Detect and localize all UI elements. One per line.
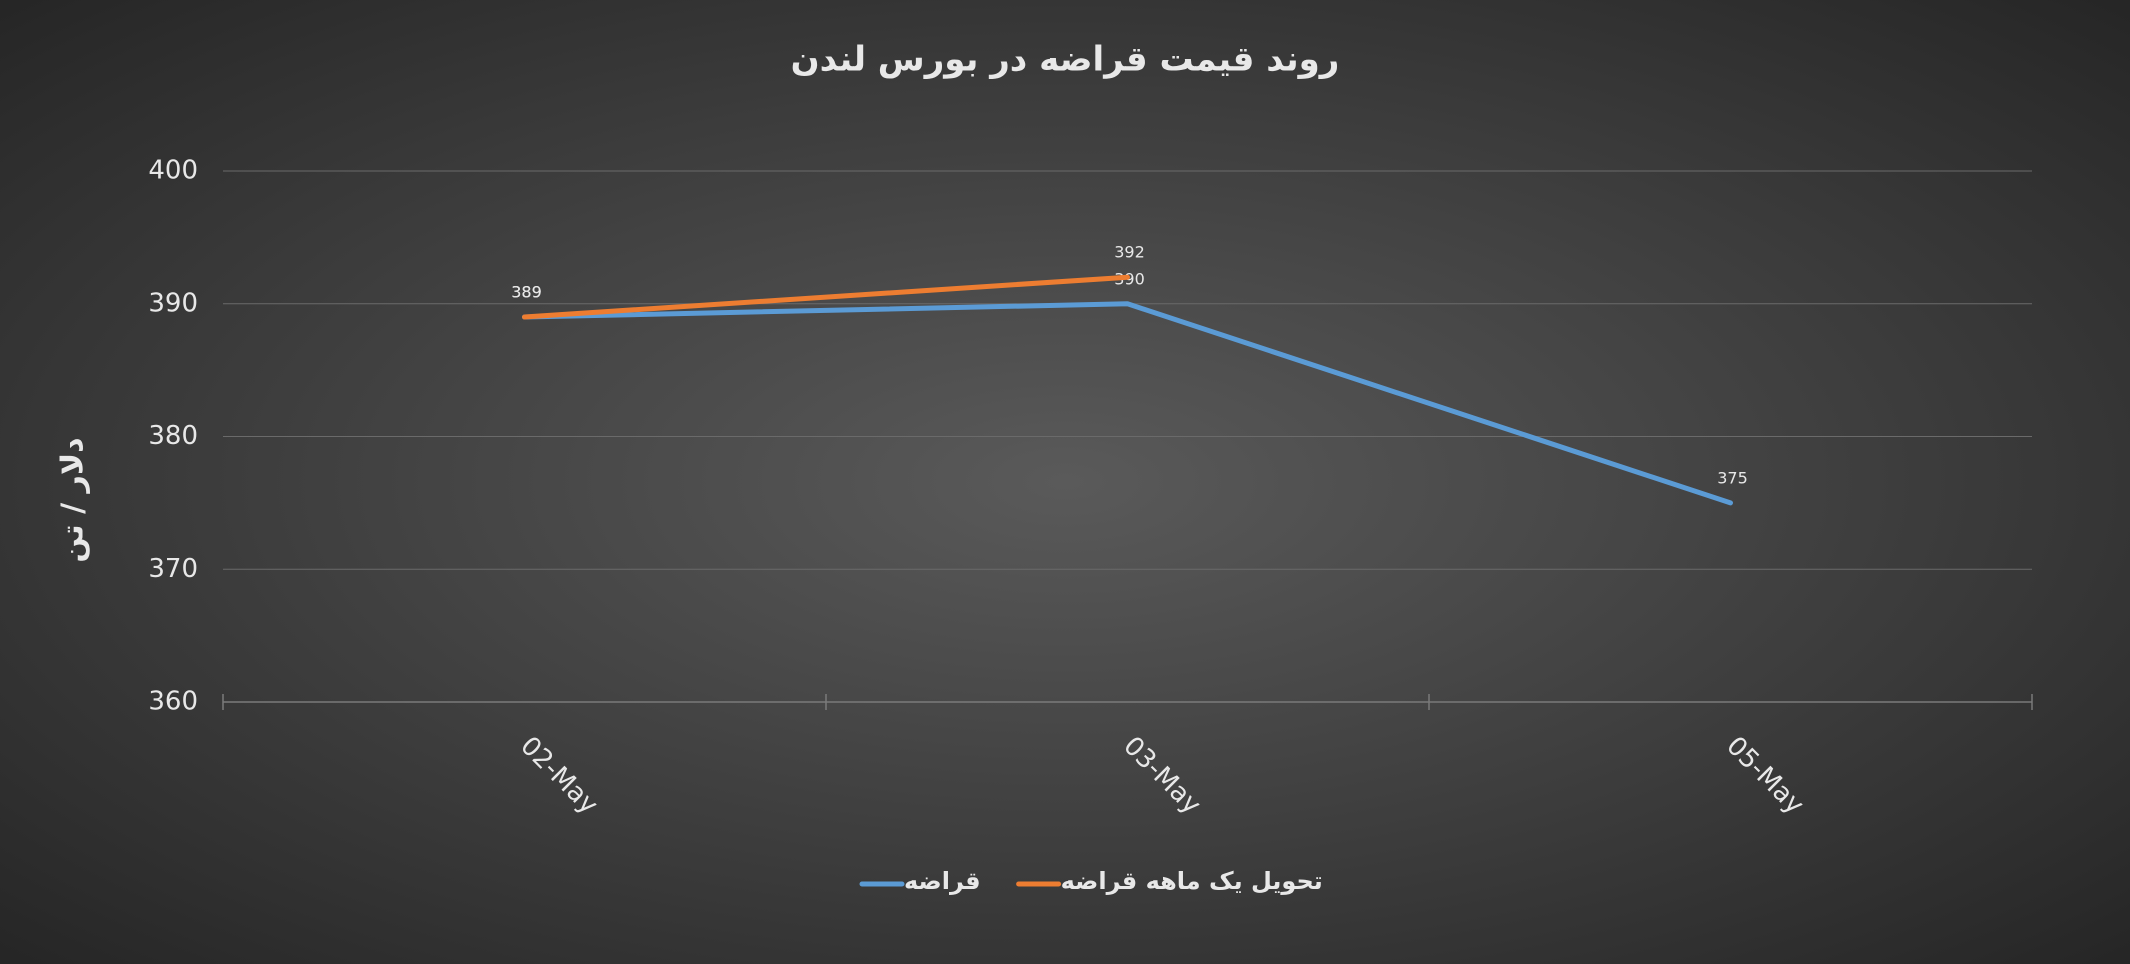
series-line (522, 274, 1130, 320)
data-label: 392 (1114, 243, 1145, 262)
series-line (522, 301, 1733, 506)
y-tick-label: 360 (148, 687, 198, 717)
data-label: 375 (1717, 468, 1748, 487)
y-tick-label: 370 (148, 554, 198, 584)
data-label: 390 (1114, 269, 1145, 288)
legend-label: تحویل یک ماهه قراضه (1061, 867, 1323, 895)
legend-label: قراضه (904, 867, 981, 895)
y-axis-label: دلار / تن (56, 437, 91, 562)
data-label: 389 (511, 283, 542, 302)
y-tick-label: 400 (148, 156, 198, 186)
data-label: 389 (511, 283, 542, 302)
chart-title: روند قیمت قراضه در بورس لندن (791, 40, 1340, 80)
y-tick-label: 390 (148, 288, 198, 318)
y-tick-label: 380 (148, 421, 198, 451)
